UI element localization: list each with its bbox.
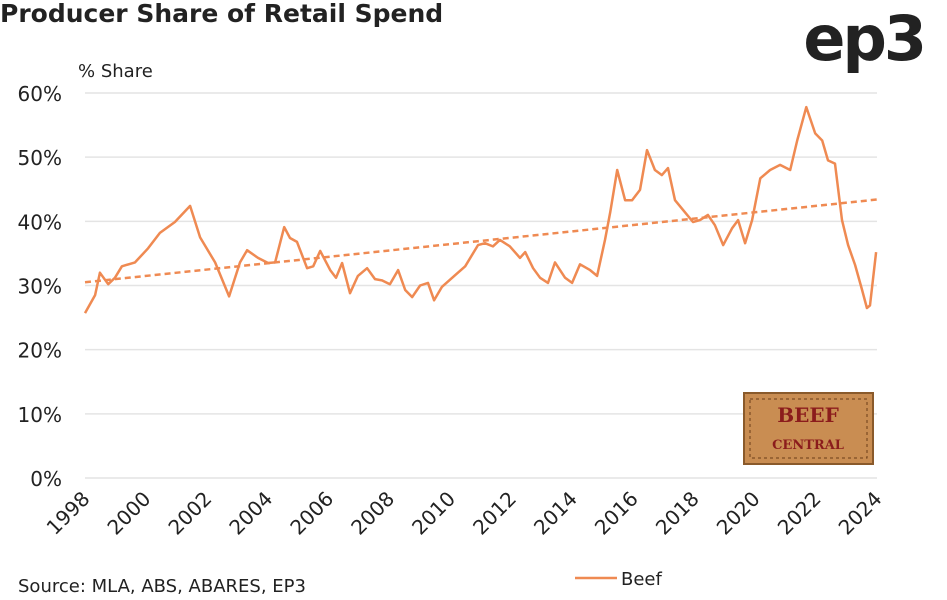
x-tick-label: 2004 xyxy=(224,487,277,540)
badge-text: BEEF xyxy=(777,403,839,427)
y-tick-label: 10% xyxy=(18,403,62,427)
y-tick-label: 30% xyxy=(18,275,62,299)
x-tick-label: 2008 xyxy=(346,487,399,540)
x-tick-label: 2010 xyxy=(407,487,460,540)
badge-stitch xyxy=(749,398,868,459)
y-tick-label: 50% xyxy=(18,146,62,170)
y-tick-label: 60% xyxy=(18,82,62,106)
chart-title: Producer Share of Retail Spend xyxy=(0,0,443,28)
source: Source: MLA, ABS, ABARES, EP3 xyxy=(18,576,306,597)
badge: BEEF CENTRAL xyxy=(743,392,874,465)
x-tick-label: 2014 xyxy=(529,487,582,540)
brand-logo: ep3 xyxy=(803,2,924,75)
x-tick-label: 2024 xyxy=(834,487,887,540)
data-line xyxy=(83,105,878,314)
badge-box xyxy=(743,392,874,465)
x-tick-label: 2020 xyxy=(712,487,765,540)
y-tick-label: 40% xyxy=(18,210,62,234)
legend-label: Beef xyxy=(621,569,662,590)
x-tick-label: 2018 xyxy=(651,487,704,540)
x-tick-label: 2006 xyxy=(285,487,338,540)
trend-line xyxy=(84,198,878,284)
x-tick-label: 2022 xyxy=(773,487,826,540)
y-tick-label: 20% xyxy=(18,339,62,363)
y-axis-label: % Share xyxy=(78,61,153,82)
badge-text: CENTRAL xyxy=(772,438,844,453)
x-tick-label: 2012 xyxy=(468,487,521,540)
y-tick-label: 0% xyxy=(30,467,62,491)
x-tick-label: 2000 xyxy=(102,487,155,540)
x-tick-label: 2002 xyxy=(163,487,216,540)
x-tick-label: 1998 xyxy=(42,487,95,540)
x-tick-label: 2016 xyxy=(590,487,643,540)
